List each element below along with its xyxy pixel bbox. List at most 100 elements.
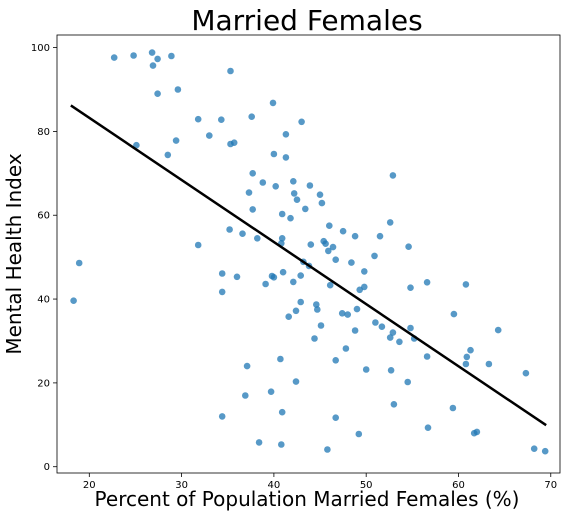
data-point-36 bbox=[278, 210, 286, 218]
data-point-44 bbox=[351, 232, 359, 240]
data-point-80 bbox=[353, 305, 361, 313]
data-point-35 bbox=[302, 205, 309, 213]
data-point-12 bbox=[206, 132, 213, 139]
data-point-29 bbox=[306, 182, 314, 189]
data-point-19 bbox=[230, 139, 238, 146]
data-point-24 bbox=[389, 172, 397, 179]
data-point-69 bbox=[423, 279, 431, 286]
data-point-102 bbox=[332, 357, 340, 364]
data-point-4 bbox=[168, 52, 175, 60]
data-point-8 bbox=[174, 86, 182, 93]
data-point-27 bbox=[245, 189, 253, 196]
data-point-72 bbox=[326, 281, 334, 289]
x-axis-label: Percent of Population Married Females (%… bbox=[95, 487, 520, 511]
data-point-82 bbox=[314, 306, 321, 313]
y-tick-label-80: 80 bbox=[37, 127, 50, 138]
data-point-71 bbox=[262, 280, 269, 288]
data-point-34 bbox=[249, 206, 256, 213]
data-point-40 bbox=[339, 227, 347, 235]
data-point-100 bbox=[463, 353, 471, 361]
data-point-76 bbox=[218, 288, 226, 296]
data-point-85 bbox=[450, 310, 458, 318]
data-point-119 bbox=[424, 424, 432, 432]
data-point-20 bbox=[164, 151, 172, 159]
data-point-15 bbox=[282, 131, 290, 138]
data-point-32 bbox=[293, 196, 301, 203]
data-point-0 bbox=[110, 54, 118, 61]
y-tick-label-40: 40 bbox=[37, 295, 50, 306]
data-point-30 bbox=[290, 190, 298, 197]
data-point-50 bbox=[307, 241, 315, 248]
data-point-10 bbox=[194, 115, 202, 123]
data-point-28 bbox=[290, 178, 297, 185]
data-point-78 bbox=[297, 298, 305, 306]
y-tick-label-0: 0 bbox=[44, 462, 50, 473]
data-point-103 bbox=[423, 353, 431, 360]
data-point-1 bbox=[130, 52, 137, 59]
data-point-115 bbox=[449, 404, 457, 412]
data-point-91 bbox=[389, 329, 397, 336]
data-point-107 bbox=[362, 366, 370, 373]
data-point-111 bbox=[404, 378, 412, 386]
data-point-38 bbox=[326, 222, 333, 229]
data-point-101 bbox=[277, 355, 284, 363]
data-point-87 bbox=[372, 319, 379, 326]
data-point-22 bbox=[282, 154, 290, 161]
data-point-52 bbox=[405, 243, 412, 250]
points-layer bbox=[70, 49, 549, 455]
data-point-33 bbox=[318, 199, 326, 207]
data-point-126 bbox=[530, 445, 538, 453]
data-point-83 bbox=[338, 310, 346, 317]
data-point-62 bbox=[279, 268, 287, 276]
data-point-118 bbox=[332, 414, 340, 422]
data-point-105 bbox=[485, 360, 493, 368]
data-point-57 bbox=[332, 256, 340, 264]
x-tick-label-60: 60 bbox=[452, 480, 465, 491]
data-point-74 bbox=[356, 286, 364, 294]
data-point-63 bbox=[361, 268, 368, 275]
data-point-25 bbox=[259, 179, 267, 186]
data-point-124 bbox=[278, 441, 285, 448]
y-tick-label-20: 20 bbox=[37, 378, 50, 389]
data-point-104 bbox=[243, 362, 251, 370]
data-point-93 bbox=[494, 326, 502, 334]
data-point-60 bbox=[75, 259, 83, 267]
x-tick-label-20: 20 bbox=[83, 480, 96, 491]
data-point-113 bbox=[242, 392, 249, 399]
data-point-46 bbox=[278, 235, 286, 242]
data-point-41 bbox=[226, 226, 233, 233]
data-point-116 bbox=[278, 408, 286, 416]
data-point-11 bbox=[218, 116, 225, 123]
data-point-17 bbox=[172, 137, 180, 144]
data-point-21 bbox=[270, 150, 278, 158]
data-point-39 bbox=[386, 219, 394, 226]
data-point-43 bbox=[253, 235, 261, 242]
chart-title: Married Females bbox=[191, 4, 422, 37]
data-point-81 bbox=[292, 307, 300, 315]
data-point-49 bbox=[322, 240, 329, 247]
y-axis-label: Mental Health Index bbox=[2, 153, 26, 355]
data-point-61 bbox=[218, 270, 226, 277]
data-point-3 bbox=[154, 55, 161, 63]
data-point-37 bbox=[287, 214, 294, 222]
data-point-127 bbox=[541, 447, 549, 455]
data-point-92 bbox=[407, 324, 414, 332]
data-point-67 bbox=[297, 272, 305, 279]
data-point-88 bbox=[378, 323, 386, 331]
data-point-110 bbox=[292, 378, 300, 385]
data-point-51 bbox=[329, 243, 337, 251]
data-point-66 bbox=[270, 274, 278, 281]
data-point-109 bbox=[522, 369, 530, 377]
data-point-94 bbox=[311, 335, 318, 342]
data-point-106 bbox=[462, 360, 470, 368]
data-point-108 bbox=[387, 367, 395, 374]
data-point-55 bbox=[371, 252, 378, 260]
data-point-125 bbox=[324, 446, 331, 453]
x-tick-label-70: 70 bbox=[544, 480, 557, 491]
data-point-99 bbox=[467, 346, 474, 354]
y-tick-label-60: 60 bbox=[37, 211, 50, 222]
data-point-16 bbox=[133, 141, 140, 149]
axes-layer: 20 30 40 50 60 70 0 20 40 60 80 100 bbox=[31, 43, 557, 491]
data-point-114 bbox=[390, 401, 398, 408]
